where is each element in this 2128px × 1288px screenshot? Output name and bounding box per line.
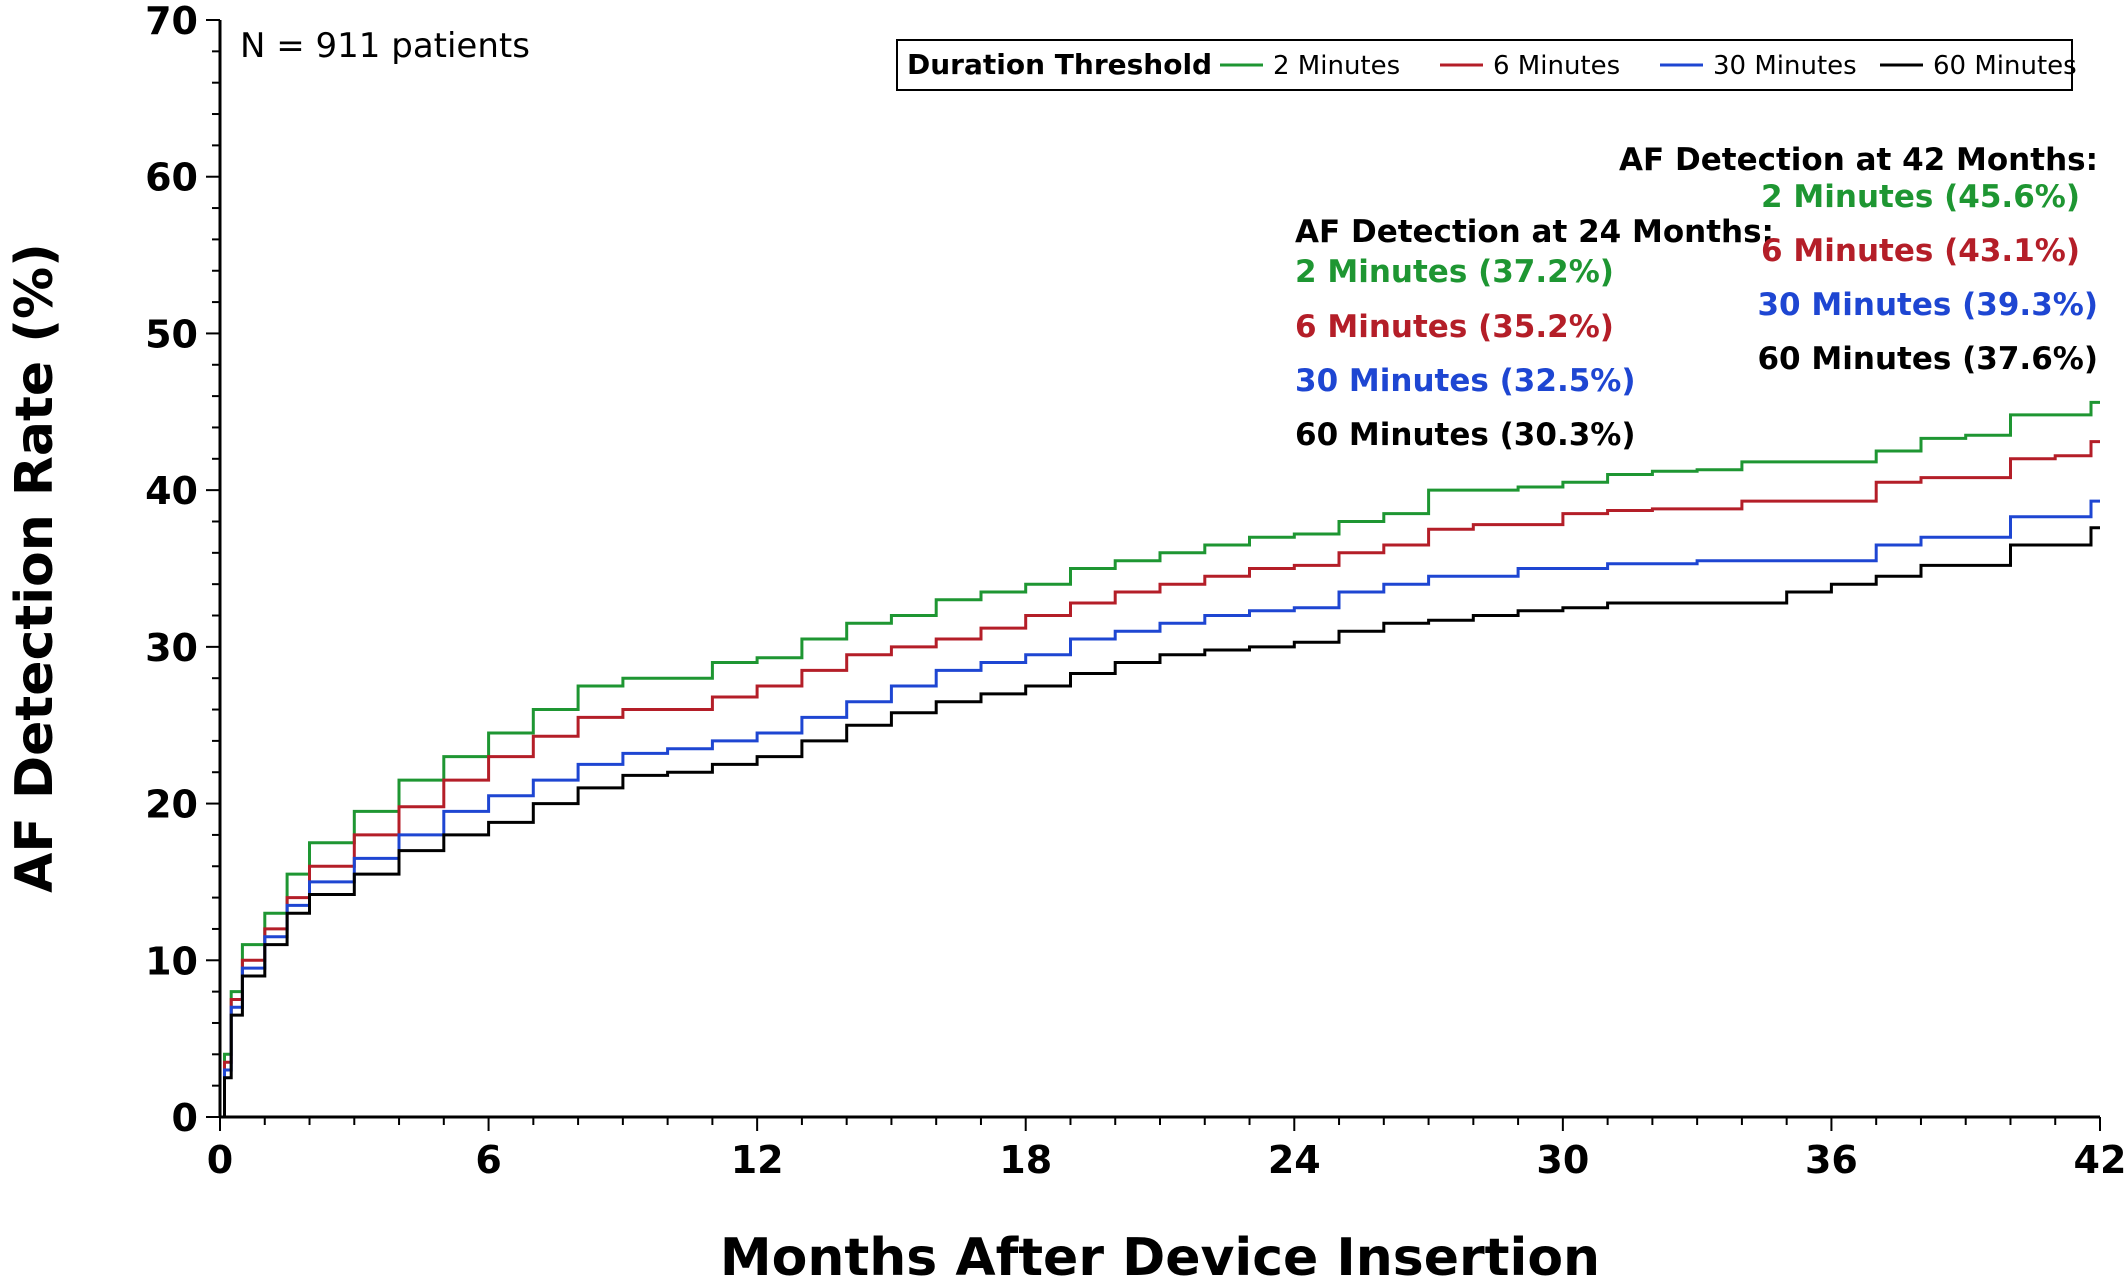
x-tick-label: 30 [1536,1138,1589,1182]
annotation-42-line-2min: 2 Minutes (45.6%) [1761,179,2080,215]
y-axis-label: AF Detection Rate (%) [5,243,65,893]
x-tick-group: 0 6 12 18 24 30 36 42 [207,1117,2127,1182]
patient-count-note: N = 911 patients [240,26,530,66]
annotation-24-line-30min: 30 Minutes (32.5%) [1295,363,1636,399]
y-tick-label: 40 [145,469,198,513]
legend-box [896,39,2073,91]
legend-label-60min: 60 Minutes [1933,51,2077,81]
x-tick-label: 42 [2074,1138,2127,1182]
y-tick-label: 60 [145,156,198,200]
series-line-30-minutes [220,499,2100,1119]
x-tick-label: 18 [999,1138,1052,1182]
y-tick-label: 30 [145,626,198,670]
y-tick-label: 0 [172,1096,198,1140]
legend-title: Duration Threshold [907,48,1212,81]
series-group [220,400,2100,1119]
x-tick-label: 12 [731,1138,784,1182]
annotation-42-line-30min: 30 Minutes (39.3%) [1757,287,2098,323]
legend: Duration Threshold 2 Minutes 6 Minutes 3… [896,39,2077,91]
x-tick-label: 36 [1805,1138,1858,1182]
y-tick-label: 20 [145,783,198,827]
x-tick-label: 6 [475,1138,501,1182]
y-tick-label: 10 [145,939,198,983]
annotation-42-months: AF Detection at 42 Months: 2 Minutes (45… [1619,142,2098,377]
annotation-42-title: AF Detection at 42 Months: [1619,142,2098,178]
series-line-60-minutes [220,526,2100,1119]
series-line-6-minutes [220,440,2100,1119]
y-tick-label: 70 [145,0,198,43]
legend-label-6min: 6 Minutes [1493,51,1620,81]
annotation-42-line-6min: 6 Minutes (43.1%) [1761,233,2080,269]
annotation-24-months: AF Detection at 24 Months: 2 Minutes (37… [1295,214,1774,453]
y-tick-label: 50 [145,312,198,356]
y-tick-group: 0 10 20 30 40 50 60 70 [145,0,220,1140]
annotation-24-line-6min: 6 Minutes (35.2%) [1295,309,1614,345]
series-line-2-minutes [220,400,2100,1119]
annotation-24-line-60min: 60 Minutes (30.3%) [1295,417,1636,453]
x-tick-label: 24 [1268,1138,1321,1182]
x-axis-label: Months After Device Insertion [720,1228,1600,1288]
legend-label-2min: 2 Minutes [1273,51,1400,81]
annotation-24-title: AF Detection at 24 Months: [1295,214,1774,250]
annotation-24-line-2min: 2 Minutes (37.2%) [1295,254,1614,290]
legend-label-30min: 30 Minutes [1713,51,1857,81]
annotation-42-line-60min: 60 Minutes (37.6%) [1757,341,2098,377]
x-tick-label: 0 [207,1138,233,1182]
